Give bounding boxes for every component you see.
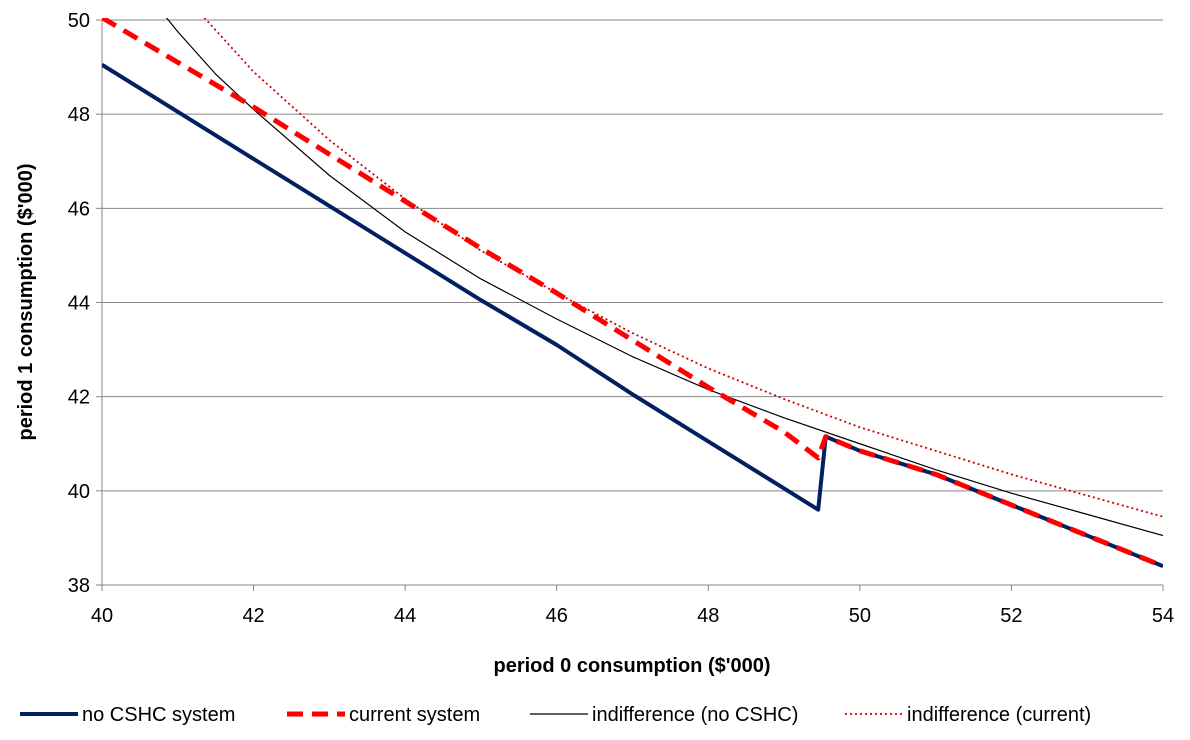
y-tick-label-48: 48 <box>68 104 90 126</box>
x-tick-label-54: 54 <box>1152 605 1174 627</box>
x-tick-label-44: 44 <box>394 605 416 627</box>
legend-label-1: no CSHC system <box>82 704 235 726</box>
axes <box>96 19 1164 591</box>
series-line-4 <box>203 18 1163 518</box>
y-axis-title: period 1 consumption ($'000) <box>15 163 37 440</box>
x-tick-label-40: 40 <box>91 605 113 627</box>
x-tick-label-48: 48 <box>697 605 719 627</box>
x-tick-label-52: 52 <box>1000 605 1022 627</box>
x-tick-labels: 40 42 44 46 48 50 52 54 <box>91 605 1174 627</box>
y-tick-label-44: 44 <box>68 293 90 315</box>
x-tick-label-50: 50 <box>849 605 871 627</box>
x-tick-label-42: 42 <box>242 605 264 627</box>
legend: no CSHC system current system indifference… <box>20 704 1091 726</box>
series-layer <box>102 18 1163 569</box>
y-tick-label-42: 42 <box>68 387 90 409</box>
x-tick-label-46: 46 <box>546 605 568 627</box>
y-tick-label-40: 40 <box>68 481 90 503</box>
y-tick-label-46: 46 <box>68 198 90 220</box>
legend-label-2: current system <box>349 704 480 726</box>
series-line-3 <box>165 18 1163 537</box>
series-line-2 <box>102 18 1163 569</box>
legend-label-3: indifference (no CSHC) <box>592 704 798 726</box>
y-tick-label-50: 50 <box>68 10 90 32</box>
gridlines <box>102 19 1163 586</box>
y-tick-labels: 38 40 42 44 46 48 50 <box>68 10 90 597</box>
y-tick-label-38: 38 <box>68 575 90 597</box>
legend-label-4: indifference (current) <box>907 704 1091 726</box>
x-axis-title: period 0 consumption ($'000) <box>493 655 770 677</box>
